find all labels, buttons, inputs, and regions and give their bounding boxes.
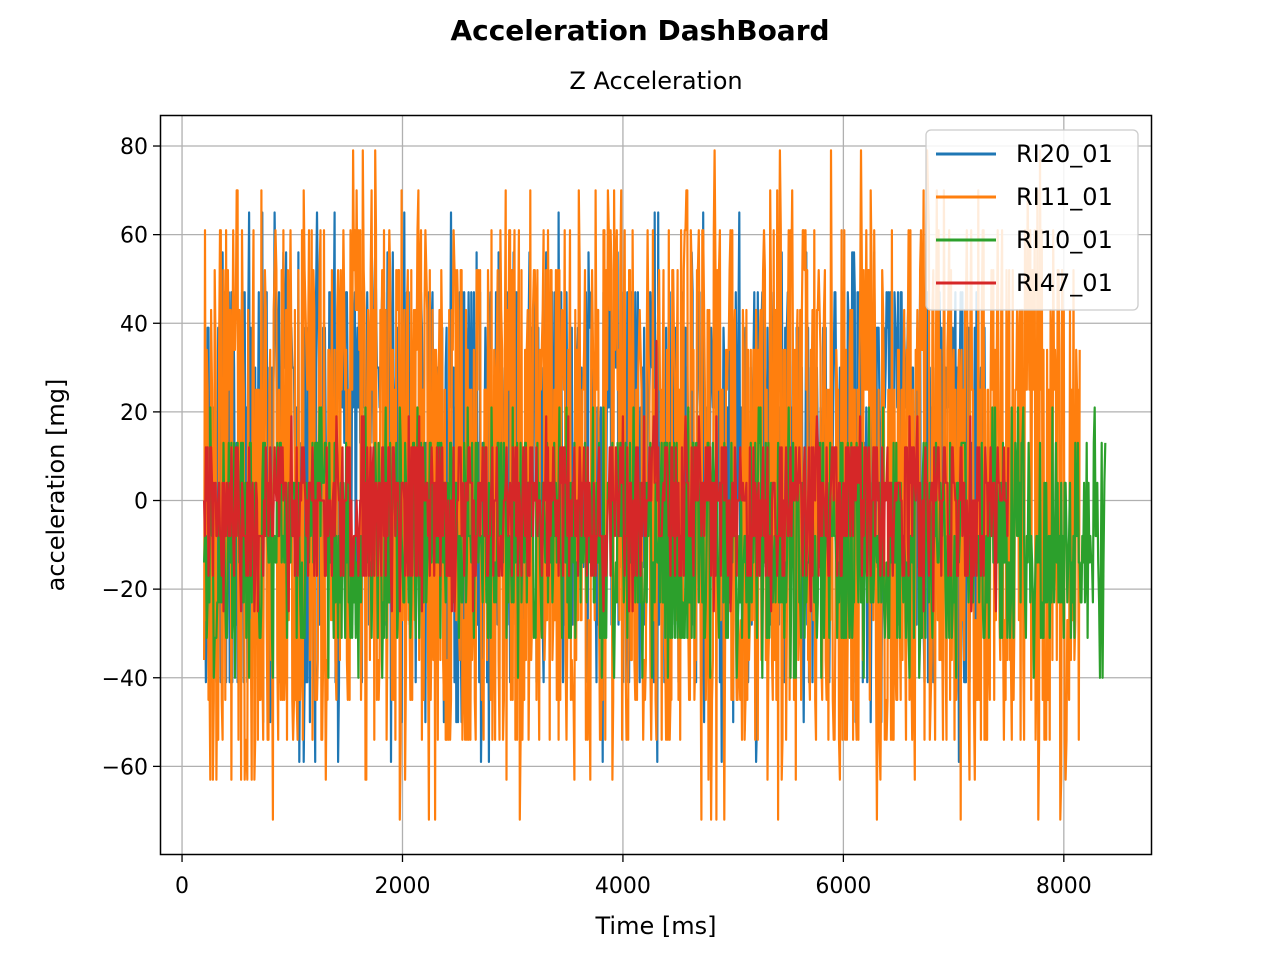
x-axis-label: Time [ms] xyxy=(595,912,717,940)
legend-label: RI10_01 xyxy=(1016,226,1113,254)
legend-label: RI20_01 xyxy=(1016,140,1113,168)
y-tick-label: −20 xyxy=(102,578,148,603)
y-tick-label: 20 xyxy=(120,401,148,426)
dashboard-title: Acceleration DashBoard xyxy=(450,14,830,47)
y-tick-label: −60 xyxy=(102,755,148,780)
legend: RI20_01 RI11_01 RI10_01 RI47_01 xyxy=(925,129,1139,311)
chart-title: Z Acceleration xyxy=(569,67,743,95)
legend-box xyxy=(925,129,1139,311)
series-line-ri47-01 xyxy=(203,339,1010,613)
x-tick-label: 4000 xyxy=(595,874,651,899)
x-tick-label: 6000 xyxy=(815,874,871,899)
plot-area-frame xyxy=(159,114,1153,856)
y-axis-label: acceleration [mg] xyxy=(42,379,70,592)
x-tick-label: 8000 xyxy=(1036,874,1092,899)
legend-label: RI11_01 xyxy=(1016,183,1113,211)
series-line-ri10-01 xyxy=(203,406,1107,679)
x-tick-label: 2000 xyxy=(374,874,430,899)
y-tick-label: 60 xyxy=(120,224,148,249)
series-lines xyxy=(203,149,1107,821)
axis-ticks: 0 2000 4000 6000 8000 −60 −40 −20 0 20 40 60 80 xyxy=(102,135,1092,899)
legend-label: RI47_01 xyxy=(1016,269,1113,297)
x-tick-label: 0 xyxy=(175,874,189,899)
y-tick-label: −40 xyxy=(102,667,148,692)
y-tick-label: 40 xyxy=(120,312,148,337)
y-tick-label: 80 xyxy=(120,135,148,160)
y-tick-label: 0 xyxy=(134,490,148,515)
